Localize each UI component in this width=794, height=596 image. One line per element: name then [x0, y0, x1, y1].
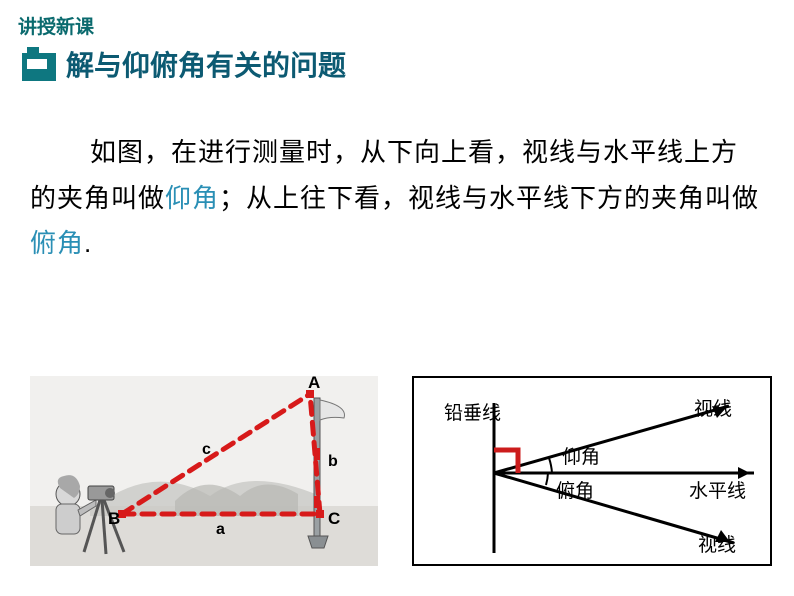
body-elevation-term: 仰角 — [165, 183, 219, 213]
left-illustration: A B C c a b — [30, 376, 378, 566]
label-elevation-angle: 仰角 — [562, 442, 600, 469]
label-horizontal: 水平线 — [689, 476, 746, 503]
body-seg3: . — [84, 228, 92, 258]
svg-text:b: b — [328, 453, 338, 470]
right-diagram: 铅垂线 视线 水平线 视线 仰角 俯角 — [412, 376, 772, 566]
label-depression-angle: 俯角 — [556, 476, 594, 503]
label-sight-up: 视线 — [694, 394, 732, 421]
section-title: 解与仰俯角有关的问题 — [22, 44, 346, 84]
section-title-text: 解与仰俯角有关的问题 — [66, 44, 346, 84]
svg-text:A: A — [308, 376, 320, 392]
label-sight-down: 视线 — [698, 530, 736, 557]
body-depression-term: 俯角 — [30, 228, 84, 258]
body-paragraph: 如图，在进行测量时，从下向上看，视线与水平线上方的夹角叫做仰角；从上往下看，视线… — [30, 130, 764, 267]
lesson-tag: 讲授新课 — [18, 12, 94, 39]
section-icon — [22, 47, 56, 81]
figure-row: A B C c a b 铅垂线 视线 — [30, 376, 764, 566]
svg-text:c: c — [202, 441, 211, 458]
label-plumb: 铅垂线 — [444, 398, 501, 425]
body-seg2: ；从上往下看，视线与水平线下方的夹角叫做 — [219, 183, 759, 213]
svg-text:C: C — [328, 509, 340, 528]
lesson-tag-text: 讲授新课 — [18, 17, 94, 38]
svg-text:B: B — [108, 509, 120, 528]
svg-text:a: a — [216, 521, 225, 538]
